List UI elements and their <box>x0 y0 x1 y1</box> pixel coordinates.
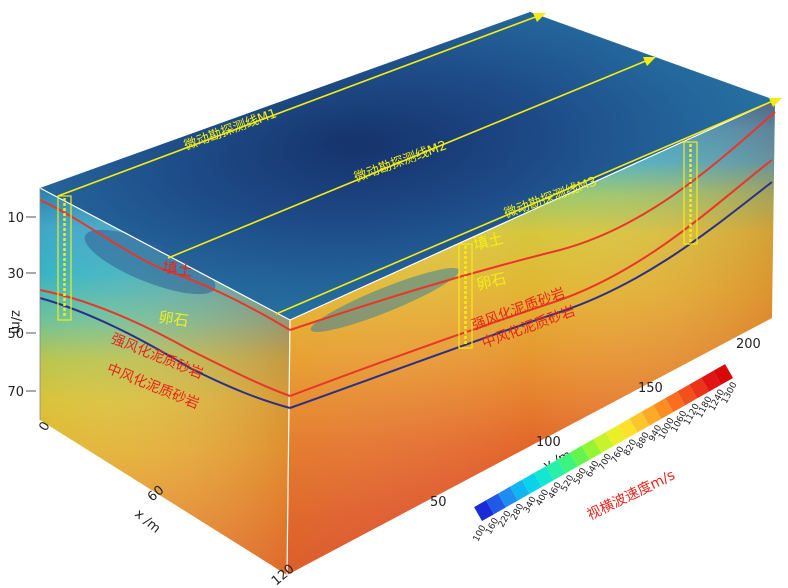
y-tick-100: 100 <box>536 435 561 450</box>
colorbar-cell <box>605 425 626 447</box>
boundary-fill-bottom-left <box>39 199 291 331</box>
colorbar-title: 视横波速度m/s <box>585 467 678 523</box>
z-tick-70: 70 <box>7 385 24 400</box>
boreholes <box>57 141 698 349</box>
colorbar-cell <box>593 432 614 453</box>
z-axis-label: z/m <box>8 310 23 334</box>
top-face-edge <box>40 12 775 320</box>
arrow-head-m2 <box>643 57 656 66</box>
front-face-shade <box>287 100 775 575</box>
colorbar-cell <box>509 479 530 501</box>
z-tick-50: 50 <box>7 327 24 342</box>
label-pebble-left: 卵石 <box>157 308 189 330</box>
colorbar-cell <box>641 404 662 426</box>
survey-lines <box>57 13 782 315</box>
colorbar-cell <box>581 439 602 460</box>
arrow-head-m3 <box>769 98 782 107</box>
colorbar-cell <box>653 398 674 419</box>
boundary-strong-left <box>39 289 291 397</box>
layer-boundaries <box>39 111 776 409</box>
survey-line-m2 <box>167 59 649 259</box>
y-tick-150: 150 <box>638 381 663 396</box>
z-tick-10: 10 <box>7 211 24 226</box>
y-tick-200: 200 <box>736 337 761 352</box>
z-tick-30: 30 <box>7 267 24 282</box>
colorbar-cell <box>617 418 638 440</box>
boundary-medium-left <box>39 297 291 409</box>
survey-line-m1 <box>57 15 539 197</box>
boundary-medium-front <box>289 181 773 409</box>
z-axis: 10 30 50 70 z/m <box>7 188 41 420</box>
colorbar-cell <box>665 391 686 413</box>
low-velocity-zone <box>84 229 216 295</box>
arrow-head-m1 <box>533 13 546 22</box>
colorbar-cells <box>474 364 733 521</box>
colorbar-cell <box>474 500 494 521</box>
colorbar-cell <box>689 377 710 399</box>
colorbar-cell <box>486 493 506 515</box>
block-faces <box>39 12 776 576</box>
label-fill-left: 填土 <box>161 258 193 280</box>
colorbar-cell <box>557 452 578 474</box>
colorbar-cell <box>521 473 542 494</box>
borehole-2 <box>458 243 473 349</box>
y-tick-50: 50 <box>430 495 447 510</box>
x-axis-label: x /m <box>131 507 163 537</box>
colorbar-cell <box>497 486 518 508</box>
borehole-frame <box>458 243 473 349</box>
borehole-3 <box>683 141 698 245</box>
borehole-frame <box>683 141 698 245</box>
borehole-frame <box>57 195 72 321</box>
colorbar-cell <box>713 364 733 385</box>
borehole-1 <box>57 195 72 321</box>
colorbar-cell <box>533 466 554 487</box>
boundary-strong-front <box>289 159 773 397</box>
colorbar-cell <box>701 370 722 392</box>
colorbar-cell <box>629 411 650 433</box>
colorbar-cell <box>545 459 566 481</box>
left-face-shade <box>40 188 290 575</box>
survey-line-m3 <box>275 99 776 315</box>
boundary-fill-bottom-front <box>289 111 776 331</box>
colorbar-cell <box>677 384 698 406</box>
colorbar-cell <box>569 445 590 467</box>
block-edge-vertical <box>286 319 291 576</box>
